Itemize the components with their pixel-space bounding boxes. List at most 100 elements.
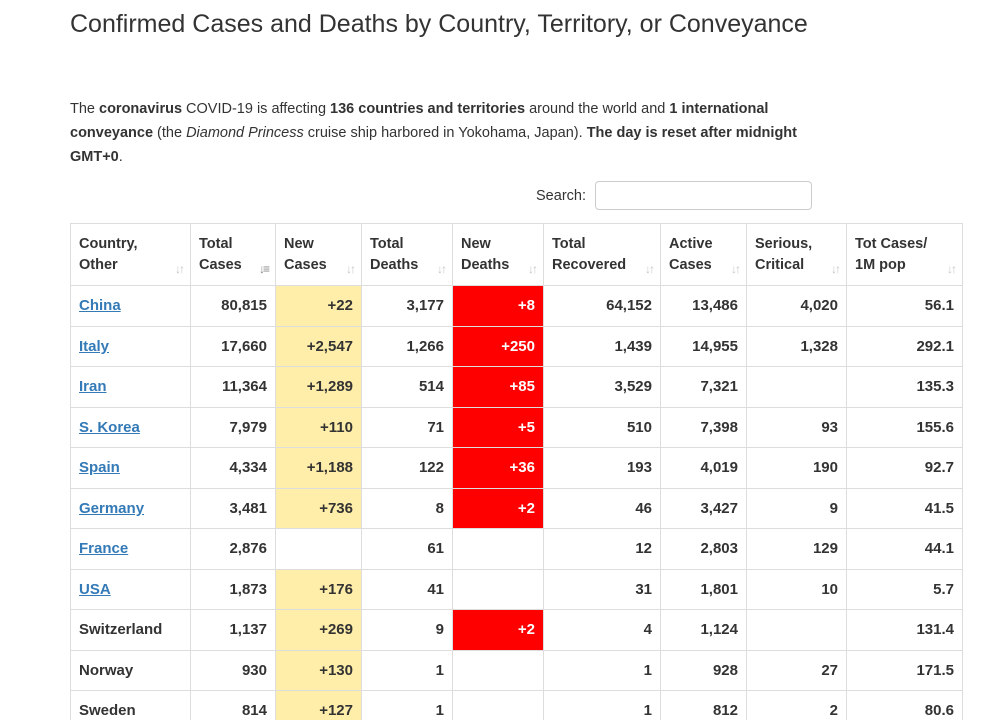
sort-both-icon[interactable]: ↓↑ <box>645 262 655 276</box>
sort-both-icon[interactable]: ↓↑ <box>947 262 957 276</box>
per-million-cell: 41.5 <box>846 487 963 529</box>
intro-bold-countries: 136 countries and territories <box>330 101 526 117</box>
column-header-label: Deaths <box>461 256 510 273</box>
country-cell: Germany <box>70 487 191 529</box>
serious-critical-cell: 2 <box>746 690 847 720</box>
total-cases-cell: 814 <box>190 690 276 720</box>
total-deaths-cell: 1,266 <box>361 325 453 367</box>
total-deaths-cell: 1 <box>361 690 453 720</box>
sort-both-icon[interactable]: ↓↑ <box>528 262 538 276</box>
search-label: Search: <box>536 187 586 204</box>
country-link[interactable]: France <box>79 540 129 558</box>
country-link[interactable]: Iran <box>79 378 107 396</box>
column-header-total-cases[interactable]: Total Cases ↓≡ <box>190 223 276 286</box>
column-header-serious-critical[interactable]: Serious, Critical ↓↑ <box>746 223 847 286</box>
total-cases-cell: 80,815 <box>190 285 276 327</box>
active-cases-cell: 812 <box>660 690 747 720</box>
active-cases-cell: 7,398 <box>660 406 747 448</box>
total-cases-cell: 17,660 <box>190 325 276 367</box>
sort-both-icon[interactable]: ↓↑ <box>175 262 185 276</box>
total-cases-cell: 11,364 <box>190 366 276 408</box>
column-header-label: Deaths <box>370 256 419 273</box>
serious-critical-cell: 27 <box>746 649 847 691</box>
total-deaths-cell: 41 <box>361 568 453 610</box>
column-header-country-other[interactable]: Country, Other ↓↑ <box>70 223 191 286</box>
total-recovered-cell: 31 <box>543 568 661 610</box>
country-cell: Italy <box>70 325 191 367</box>
country-link[interactable]: Spain <box>79 459 120 477</box>
active-cases-cell: 3,427 <box>660 487 747 529</box>
column-header-tot-cases-per-1m-pop[interactable]: Tot Cases/1M pop ↓↑ <box>846 223 963 286</box>
per-million-cell: 171.5 <box>846 649 963 691</box>
column-header-new-cases[interactable]: New Cases ↓↑ <box>275 223 362 286</box>
table-row: Italy 17,660 +2,547 1,266 +250 1,439 14,955 1,3… <box>70 325 963 367</box>
table-header-row: Country, Other ↓↑ Total Cases ↓≡ New Cases ↓↑ Tot… <box>70 223 963 286</box>
table-row: France 2,876 61 12 2,803 129 44.1 <box>70 528 963 570</box>
total-deaths-cell: 122 <box>361 447 453 489</box>
country-cell: Iran <box>70 366 191 408</box>
active-cases-cell: 1,124 <box>660 609 747 651</box>
table-row: Norway 930 +130 1 1 928 27 171.5 <box>70 649 963 691</box>
sort-desc-icon[interactable]: ↓≡ <box>258 262 270 276</box>
total-recovered-cell: 3,529 <box>543 366 661 408</box>
total-recovered-cell: 12 <box>543 528 661 570</box>
new-cases-cell: +127 <box>275 690 362 720</box>
country-link[interactable]: Germany <box>79 499 145 517</box>
per-million-cell: 92.7 <box>846 447 963 489</box>
new-deaths-cell: +36 <box>452 447 544 489</box>
new-deaths-cell <box>452 649 544 691</box>
intro-text: COVID-19 is affecting <box>182 101 331 117</box>
column-header-total-recovered[interactable]: Total Recovered ↓↑ <box>543 223 661 286</box>
intro-text: cruise ship harbored in Yokohama, Japan)… <box>303 125 587 141</box>
column-header-new-deaths[interactable]: New Deaths ↓↑ <box>452 223 544 286</box>
total-recovered-cell: 193 <box>543 447 661 489</box>
new-deaths-cell: +2 <box>452 609 544 651</box>
column-header-active-cases[interactable]: Active Cases ↓↑ <box>660 223 747 286</box>
new-cases-cell: +176 <box>275 568 362 610</box>
table-row: S. Korea 7,979 +110 71 +5 510 7,398 93 155.6 <box>70 406 963 448</box>
total-recovered-cell: 64,152 <box>543 285 661 327</box>
table-row: Spain 4,334 +1,188 122 +36 193 4,019 190 92.7 <box>70 447 963 489</box>
country-name: Switzerland <box>79 621 163 639</box>
column-header-label: Critical <box>755 256 805 273</box>
country-cell: China <box>70 285 191 327</box>
total-deaths-cell: 9 <box>361 609 453 651</box>
country-link[interactable]: USA <box>79 580 111 598</box>
total-deaths-cell: 71 <box>361 406 453 448</box>
table-row: USA 1,873 +176 41 31 1,801 10 5.7 <box>70 568 963 610</box>
per-million-cell: 56.1 <box>846 285 963 327</box>
total-cases-cell: 2,876 <box>190 528 276 570</box>
column-header-label: New <box>461 235 491 252</box>
table-row: China 80,815 +22 3,177 +8 64,152 13,486 4,020 56… <box>70 285 963 327</box>
column-header-total-deaths[interactable]: Total Deaths ↓↑ <box>361 223 453 286</box>
per-million-cell: 5.7 <box>846 568 963 610</box>
sort-both-icon[interactable]: ↓↑ <box>831 262 841 276</box>
sort-both-icon[interactable]: ↓↑ <box>346 262 356 276</box>
new-deaths-cell: +8 <box>452 285 544 327</box>
country-link[interactable]: China <box>79 297 121 315</box>
sort-both-icon[interactable]: ↓↑ <box>437 262 447 276</box>
active-cases-cell: 7,321 <box>660 366 747 408</box>
total-deaths-cell: 514 <box>361 366 453 408</box>
new-cases-cell: +1,188 <box>275 447 362 489</box>
country-cell: Sweden <box>70 690 191 720</box>
column-header-label: Country, <box>79 235 138 252</box>
total-cases-cell: 4,334 <box>190 447 276 489</box>
total-cases-cell: 1,137 <box>190 609 276 651</box>
column-header-label: Cases <box>199 256 242 273</box>
per-million-cell: 292.1 <box>846 325 963 367</box>
serious-critical-cell: 10 <box>746 568 847 610</box>
sort-both-icon[interactable]: ↓↑ <box>731 262 741 276</box>
country-cell: France <box>70 528 191 570</box>
country-cell: S. Korea <box>70 406 191 448</box>
search-input[interactable] <box>595 181 812 210</box>
new-deaths-cell <box>452 528 544 570</box>
total-deaths-cell: 3,177 <box>361 285 453 327</box>
page-title: Confirmed Cases and Deaths by Country, T… <box>70 10 808 38</box>
country-link[interactable]: S. Korea <box>79 418 140 436</box>
country-link[interactable]: Italy <box>79 337 110 355</box>
total-recovered-cell: 1 <box>543 649 661 691</box>
column-header-label: Cases <box>669 256 712 273</box>
table-row: Iran 11,364 +1,289 514 +85 3,529 7,321 135.3 <box>70 366 963 408</box>
intro-bold-conveyance: 1 international conveyance <box>70 101 769 141</box>
